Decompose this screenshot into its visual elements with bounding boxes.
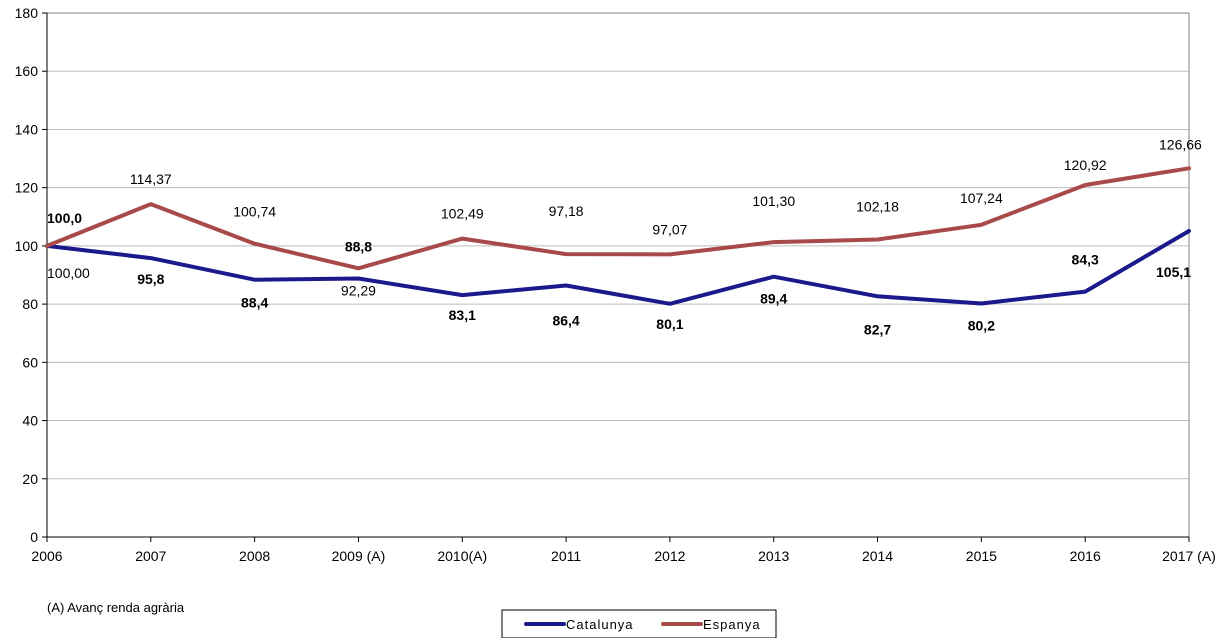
y-tick-label: 140 xyxy=(15,121,39,137)
data-label-espanya: 102,49 xyxy=(441,206,484,222)
gridlines xyxy=(47,12,1189,480)
data-label-espanya: 107,24 xyxy=(960,190,1003,206)
y-tick-label: 120 xyxy=(15,180,39,196)
data-label-catalunya: 89,4 xyxy=(760,291,787,307)
legend: Catalunya Espanya xyxy=(501,609,777,639)
data-label-catalunya: 105,1 xyxy=(1156,264,1191,280)
x-tick-label: 2006 xyxy=(31,548,62,564)
series-lines xyxy=(45,166,1191,306)
x-tick-label: 2009 (A) xyxy=(332,548,386,564)
series-line-espanya xyxy=(45,166,1191,271)
data-label-catalunya: 80,2 xyxy=(968,318,995,334)
data-label-espanya: 97,07 xyxy=(652,221,687,237)
data-label-catalunya: 83,1 xyxy=(449,307,476,323)
y-tick-label: 80 xyxy=(22,296,38,312)
x-tick-label: 2016 xyxy=(1070,548,1101,564)
data-label-espanya: 120,92 xyxy=(1064,157,1107,173)
x-tick-label: 2010(A) xyxy=(437,548,487,564)
data-label-espanya: 101,30 xyxy=(752,193,795,209)
x-tick-label: 2008 xyxy=(239,548,270,564)
y-tick-label: 100 xyxy=(15,238,39,254)
data-label-catalunya: 95,8 xyxy=(137,271,164,287)
data-label-espanya: 126,66 xyxy=(1159,136,1202,152)
y-tick-label: 180 xyxy=(15,5,39,21)
data-label-espanya: 100,74 xyxy=(233,204,276,220)
data-labels: 100,0 95,8 88,4 88,8 83,1 86,4 80,1 89,4 82,7 80,… xyxy=(47,136,1202,337)
data-label-catalunya: 82,7 xyxy=(864,321,891,337)
data-label-espanya: 97,18 xyxy=(549,203,584,219)
data-label-catalunya: 80,1 xyxy=(656,316,683,332)
footnote: (A) Avanç renda agrària xyxy=(47,600,185,615)
x-tick-label: 2015 xyxy=(966,548,997,564)
axes: 0 20 40 60 80 100 120 140 160 180 2006 2007 2008 2009… xyxy=(15,5,1216,564)
data-label-espanya: 100,00 xyxy=(47,265,90,281)
series-line-catalunya xyxy=(45,229,1191,306)
data-label-catalunya: 88,4 xyxy=(241,295,268,311)
data-label-espanya: 92,29 xyxy=(341,282,376,298)
y-tick-label: 40 xyxy=(22,413,38,429)
data-label-espanya: 114,37 xyxy=(130,171,172,187)
y-tick-label: 20 xyxy=(22,471,38,487)
x-tick-label: 2014 xyxy=(862,548,893,564)
data-label-catalunya: 86,4 xyxy=(552,312,579,328)
legend-label-espanya: Espanya xyxy=(703,617,761,632)
y-tick-label: 60 xyxy=(22,354,38,370)
data-label-catalunya: 84,3 xyxy=(1072,252,1099,268)
y-tick-label: 0 xyxy=(30,529,38,545)
x-tick-label: 2011 xyxy=(551,548,581,564)
x-tick-label: 2007 xyxy=(135,548,166,564)
x-tick-label: 2017 (A) xyxy=(1162,548,1216,564)
x-tick-label: 2013 xyxy=(758,548,789,564)
x-tick-label: 2012 xyxy=(654,548,685,564)
data-label-catalunya: 100,0 xyxy=(47,210,82,226)
data-label-espanya: 102,18 xyxy=(856,199,899,215)
y-tick-label: 160 xyxy=(15,63,39,79)
data-label-catalunya: 88,8 xyxy=(345,238,372,254)
legend-label-catalunya: Catalunya xyxy=(566,617,634,632)
